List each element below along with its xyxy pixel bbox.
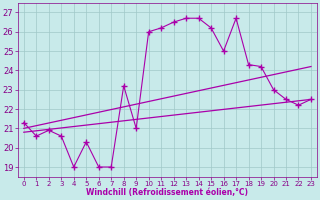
X-axis label: Windchill (Refroidissement éolien,°C): Windchill (Refroidissement éolien,°C)	[86, 188, 248, 197]
